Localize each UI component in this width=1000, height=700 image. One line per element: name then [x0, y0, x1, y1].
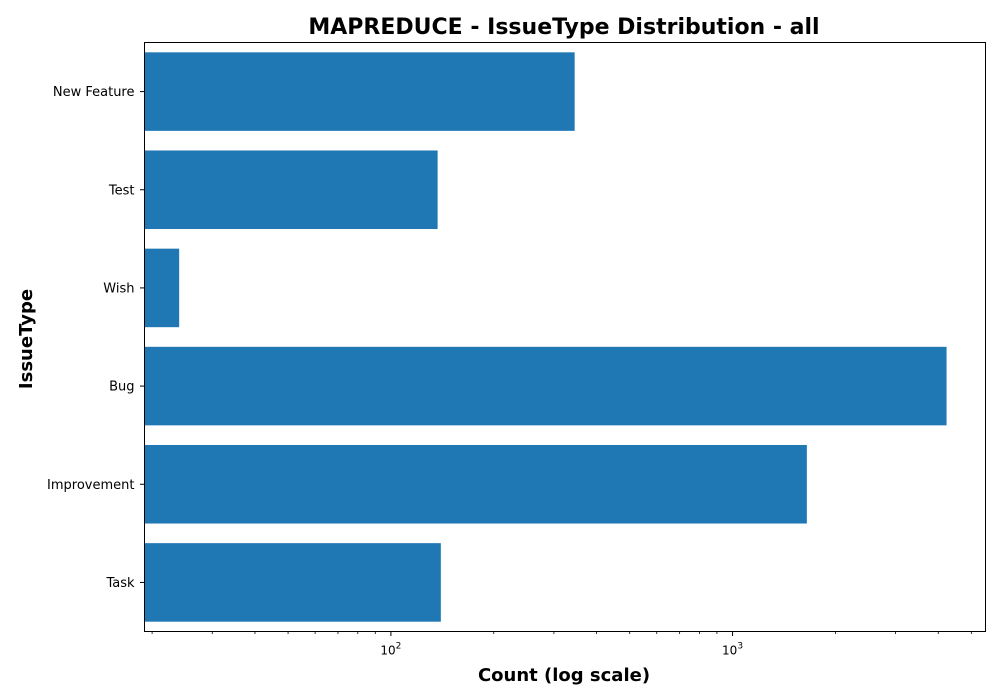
y-tick-label-improvement: Improvement [47, 478, 134, 493]
y-tick-label-wish: Wish [103, 281, 134, 296]
y-axis-label: IssueType [16, 289, 37, 389]
plot-frame [144, 42, 986, 632]
bar-new-feature [144, 52, 575, 131]
bars-layer [144, 52, 947, 622]
bar-bug [144, 346, 947, 426]
bar-wish [144, 248, 180, 328]
y-tick-label-new-feature: New Feature [53, 85, 135, 100]
x-axis-ticks: 102 103 [151, 631, 972, 658]
y-tick-label-test: Test [108, 183, 135, 198]
x-tick-label: 103 [722, 642, 743, 658]
x-tick-label-base: 10 [722, 644, 737, 658]
bar-task [144, 543, 441, 622]
y-axis-ticks: New Feature Test Wish Bug Improvement Task [47, 85, 145, 591]
bar-improvement [144, 444, 807, 524]
y-tick-label-task: Task [105, 576, 135, 591]
chart-title: MAPREDUCE - IssueType Distribution - all [308, 15, 819, 40]
y-tick-label-bug: Bug [109, 380, 134, 395]
x-tick-label-exponent: 2 [396, 642, 402, 652]
bar-test [144, 150, 438, 230]
x-tick-label: 102 [380, 642, 401, 658]
x-axis-label: Count (log scale) [478, 665, 650, 686]
x-tick-label-base: 10 [380, 644, 395, 658]
x-tick-label-exponent: 3 [737, 642, 743, 652]
